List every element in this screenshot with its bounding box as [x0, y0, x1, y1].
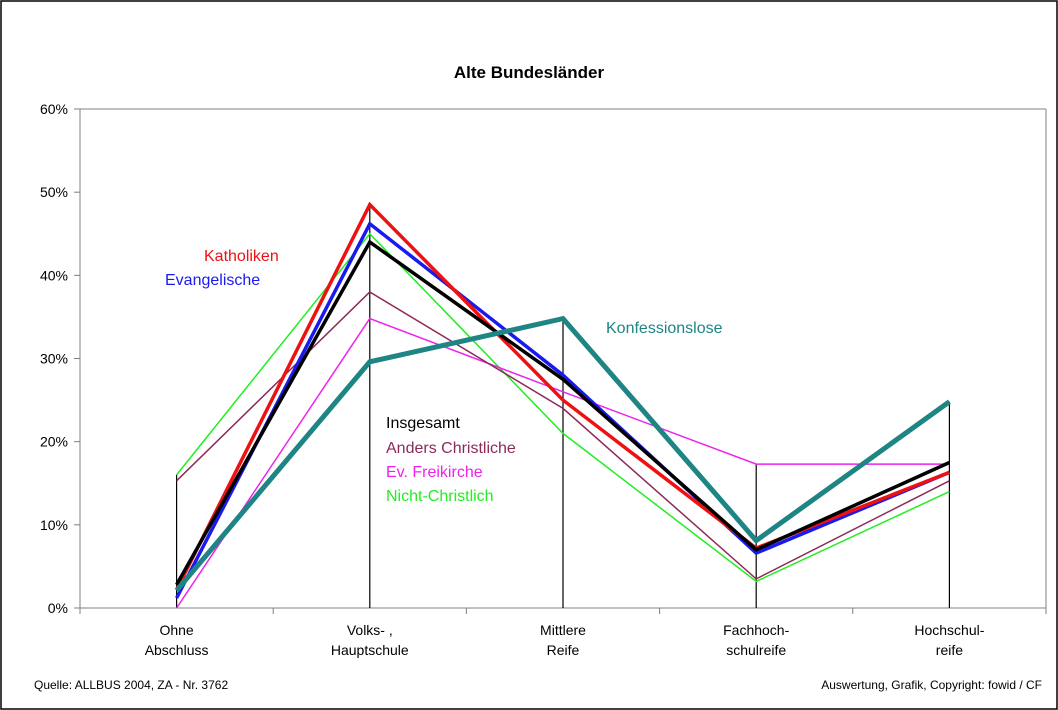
- y-tick-label: 0%: [48, 600, 68, 616]
- y-tick-label: 10%: [40, 517, 68, 533]
- series-line-evangelische: [175, 221, 951, 599]
- series-labels: Katholiken Evangelische Konfessionslose …: [165, 248, 723, 505]
- x-ticks: Ohne Abschluss Volks- , Hauptschule Mittlere…: [79, 608, 1047, 658]
- x-tick-label: Hauptschule: [331, 642, 409, 658]
- label-anders-christliche: Anders Christliche: [386, 440, 516, 457]
- x-tick-label: Reife: [547, 642, 580, 658]
- plot-area: 0% 10% 20% 30% 40% 50% 60% Ohne Abschluss Volks-…: [40, 101, 1047, 658]
- y-tick-label: 60%: [40, 101, 68, 117]
- x-tick-label: Mittlere: [540, 622, 586, 638]
- series-line-nicht-christlich: [176, 232, 950, 583]
- x-tick-label: reife: [936, 642, 963, 658]
- y-tick-label: 20%: [40, 434, 68, 450]
- series-line-ev-freikirche: [175, 317, 950, 609]
- chart-title: Alte Bundesländer: [454, 63, 605, 82]
- x-tick-label: schulreife: [726, 642, 786, 658]
- label-insgesamt: Insgesamt: [386, 415, 460, 432]
- copyright-note: Auswertung, Grafik, Copyright: fowid / C…: [821, 678, 1042, 692]
- x-tick-label: Ohne: [159, 622, 193, 638]
- label-konfessionslose: Konfessionslose: [606, 320, 723, 337]
- series-line-katholiken: [175, 201, 951, 591]
- y-tick-label: 30%: [40, 351, 68, 367]
- series-line-insgesamt: [175, 239, 951, 586]
- y-tick-label: 50%: [40, 184, 68, 200]
- series-line-konfessionslose: [174, 315, 951, 593]
- x-tick-label: Volks- ,: [347, 622, 393, 638]
- y-ticks: 0% 10% 20% 30% 40% 50% 60%: [40, 101, 80, 616]
- y-tick-label: 40%: [40, 267, 68, 283]
- label-evangelische: Evangelische: [165, 272, 260, 289]
- series-lines: [174, 201, 951, 609]
- label-ev-freikirche: Ev. Freikirche: [386, 464, 483, 481]
- x-tick-label: Abschluss: [145, 642, 209, 658]
- x-tick-label: Hochschul-: [914, 622, 984, 638]
- label-katholiken: Katholiken: [204, 248, 279, 265]
- x-tick-label: Fachhoch-: [723, 622, 789, 638]
- source-note: Quelle: ALLBUS 2004, ZA - Nr. 3762: [34, 678, 228, 692]
- label-nicht-christlich: Nicht-Christlich: [386, 488, 494, 505]
